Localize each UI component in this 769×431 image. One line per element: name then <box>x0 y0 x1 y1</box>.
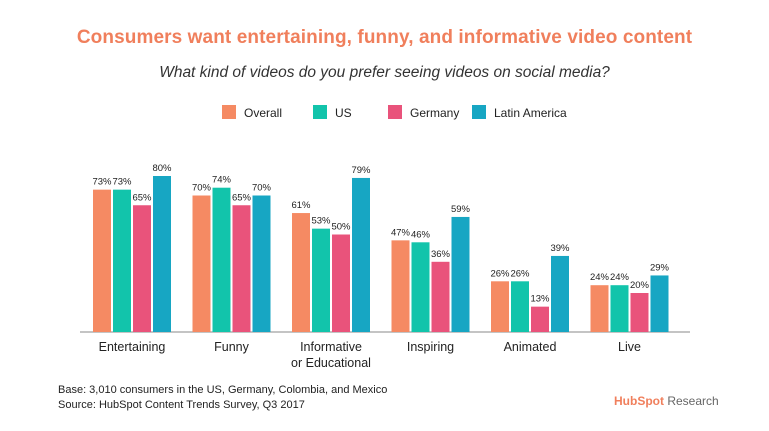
legend-label: Germany <box>410 106 459 120</box>
data-label: 47% <box>391 227 411 238</box>
data-label: 65% <box>232 192 252 203</box>
footnote-base: Base: 3,010 consumers in the US, Germany… <box>58 384 388 396</box>
data-label: 70% <box>252 183 272 194</box>
data-label: 39% <box>550 243 570 254</box>
category-label: or Educational <box>291 356 371 370</box>
category-label: Entertaining <box>99 340 166 354</box>
bar <box>451 216 470 332</box>
bar <box>352 177 370 332</box>
data-label: 70% <box>192 183 212 194</box>
bar <box>113 189 131 332</box>
chart-title: Consumers want entertaining, funny, and … <box>76 27 693 48</box>
bar <box>531 306 549 332</box>
data-label: 46% <box>411 229 431 240</box>
data-label: 36% <box>431 249 451 260</box>
data-label: 26% <box>490 268 510 279</box>
bar <box>590 285 609 332</box>
legend-label: Overall <box>244 106 282 120</box>
bar <box>630 293 649 332</box>
bar <box>551 255 569 332</box>
bar <box>650 275 669 332</box>
category-label: Inspiring <box>407 340 454 354</box>
data-label: 24% <box>590 272 610 283</box>
bar <box>312 228 330 332</box>
data-label: 80% <box>152 163 172 174</box>
brand-logo: HubSpot Research <box>614 394 719 408</box>
bar <box>511 281 529 332</box>
bar <box>93 189 111 332</box>
bar <box>192 195 211 332</box>
data-label: 20% <box>630 280 650 291</box>
legend-label: Latin America <box>494 106 567 120</box>
bar <box>232 205 251 332</box>
bar <box>411 242 430 332</box>
bar <box>391 240 410 332</box>
bar <box>431 261 450 332</box>
category-label: Funny <box>214 340 249 354</box>
bar <box>610 285 629 332</box>
bar <box>252 195 271 332</box>
category-label: Live <box>618 340 641 354</box>
footnote: Base: 3,010 consumers in the US, Germany… <box>58 383 387 413</box>
bar <box>153 176 171 332</box>
footnote-source: Source: HubSpot Content Trends Survey, Q… <box>58 399 305 411</box>
data-label: 13% <box>530 294 550 305</box>
legend-swatch <box>472 105 486 119</box>
data-label: 29% <box>650 262 670 273</box>
bar <box>292 213 310 332</box>
category-label: Animated <box>504 340 557 354</box>
brand-name: HubSpot <box>614 394 664 408</box>
data-label: 61% <box>291 200 311 211</box>
data-label: 65% <box>132 192 152 203</box>
category-label: Informative <box>300 340 362 354</box>
data-label: 50% <box>331 222 351 233</box>
data-label: 59% <box>451 204 471 215</box>
bar <box>491 281 509 332</box>
legend-swatch <box>313 105 327 119</box>
data-label: 73% <box>112 177 132 188</box>
data-label: 24% <box>610 272 630 283</box>
legend-swatch <box>222 105 236 119</box>
bar <box>332 234 350 332</box>
bar <box>212 187 231 332</box>
legend-swatch <box>388 105 402 119</box>
data-label: 26% <box>510 268 530 279</box>
bar <box>133 205 151 332</box>
data-label: 53% <box>311 216 331 227</box>
legend-label: US <box>335 106 352 120</box>
chart-subtitle: What kind of videos do you prefer seeing… <box>159 64 610 81</box>
data-label: 79% <box>351 165 371 176</box>
data-label: 73% <box>92 177 112 188</box>
brand-suffix: Research <box>667 394 719 408</box>
data-label: 74% <box>212 175 232 186</box>
